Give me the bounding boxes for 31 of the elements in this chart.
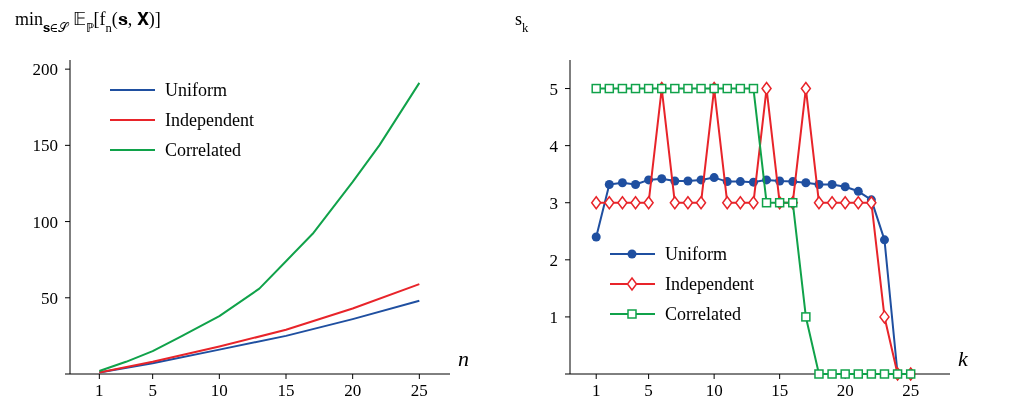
legend-label: Correlated: [665, 304, 741, 324]
legend-label: Independent: [665, 274, 754, 294]
y-tick-label: 4: [549, 136, 559, 156]
x-axis-title: k: [958, 346, 969, 371]
y-tick-label: 5: [549, 79, 558, 99]
x-axis-title: n: [458, 346, 469, 371]
x-tick-label: 15: [277, 381, 295, 400]
y-tick-label: 100: [32, 212, 58, 232]
legend-label: Uniform: [665, 244, 727, 264]
x-tick-label: 1: [95, 381, 104, 400]
x-tick-label: 1: [591, 381, 601, 400]
x-tick-label: 25: [902, 381, 920, 400]
x-tick-label: 5: [644, 381, 653, 400]
y-axis-title: s$_{k}$: [515, 9, 530, 35]
y-tick-label: 200: [32, 60, 58, 80]
x-tick-label: 5: [148, 381, 157, 400]
x-tick-label: 10: [705, 381, 723, 400]
x-tick-label: 15: [771, 381, 789, 400]
legend-label: Independent: [165, 110, 254, 130]
x-tick-label: 10: [210, 381, 228, 400]
y-tick-label: 50: [41, 288, 58, 308]
x-tick-label: 20: [836, 381, 854, 400]
y-tick-label: 2: [549, 250, 558, 270]
y-axis-title: min$_{𝐬∈𝒮}$ 𝔼$_{ℙ}$[f$_{n}$(𝐬, 𝐗)]: [15, 9, 161, 35]
y-tick-label: 1: [549, 307, 558, 327]
y-tick-label: 150: [32, 136, 58, 156]
y-tick-label: 3: [549, 193, 558, 213]
legend-label: Uniform: [165, 80, 227, 100]
x-tick-label: 25: [410, 381, 428, 400]
x-tick-label: 20: [344, 381, 362, 400]
legend-label: Correlated: [165, 140, 241, 160]
